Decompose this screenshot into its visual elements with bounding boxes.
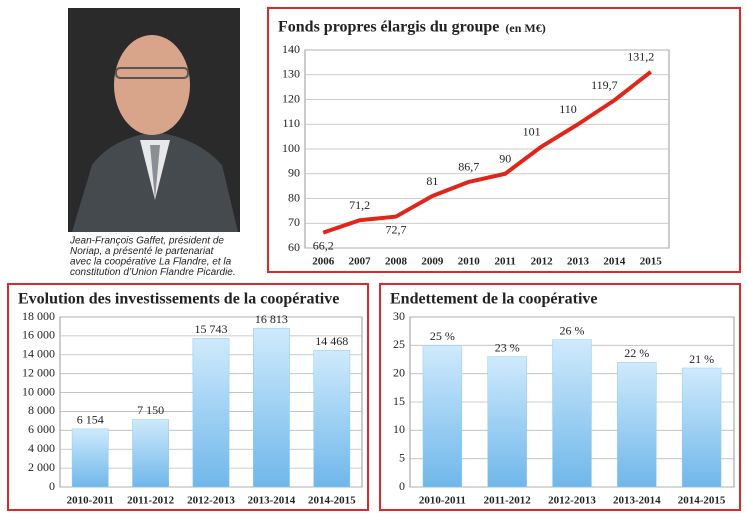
chart-title: Evolution des investissements de la coop… bbox=[18, 291, 339, 308]
y-tick-label: 110 bbox=[282, 116, 300, 130]
y-tick-label: 80 bbox=[288, 190, 300, 204]
chart-frame bbox=[379, 283, 741, 511]
x-tick-label: 2007 bbox=[349, 256, 372, 268]
x-tick-label: 2013 bbox=[567, 256, 590, 268]
data-label: 81 bbox=[426, 174, 438, 188]
y-tick-label: 14 000 bbox=[22, 347, 55, 361]
data-label: 26 % bbox=[560, 323, 585, 337]
chart-title: Fonds propres élargis du groupe bbox=[278, 19, 499, 36]
data-label: 66,2 bbox=[313, 238, 334, 252]
data-label: 131,2 bbox=[627, 50, 654, 64]
data-label: 15 743 bbox=[195, 322, 228, 336]
y-tick-label: 16 000 bbox=[22, 328, 55, 342]
photo-caption: Jean-François Gaffet, président deNoriap… bbox=[69, 236, 236, 279]
x-tick-label: 2011 bbox=[494, 256, 515, 268]
data-label: 119,7 bbox=[591, 78, 618, 92]
y-tick-label: 70 bbox=[288, 215, 300, 229]
bar bbox=[422, 345, 463, 488]
chart-title: Endettement de la coopérative bbox=[390, 291, 598, 308]
y-tick-label: 6 000 bbox=[28, 422, 55, 436]
bar bbox=[253, 327, 290, 488]
data-label: 101 bbox=[523, 124, 541, 138]
y-tick-label: 130 bbox=[282, 67, 300, 81]
x-tick-label: 2015 bbox=[640, 256, 663, 268]
caption-line: Jean-François Gaffet, président de bbox=[69, 236, 224, 247]
bar bbox=[313, 350, 351, 488]
caption-line: avec la coopérative La Flandre, et la bbox=[70, 257, 232, 268]
x-tick-label: 2012-2013 bbox=[187, 495, 235, 507]
y-tick-label: 18 000 bbox=[22, 309, 55, 323]
x-tick-label: 2008 bbox=[385, 256, 408, 268]
y-tick-label: 12 000 bbox=[22, 365, 55, 379]
data-label: 14 468 bbox=[315, 334, 348, 348]
x-tick-label: 2012-2013 bbox=[548, 495, 596, 507]
y-tick-label: 60 bbox=[288, 240, 300, 254]
x-tick-label: 2014-2015 bbox=[308, 495, 356, 507]
bar bbox=[192, 338, 230, 488]
bar bbox=[487, 356, 527, 488]
y-tick-label: 0 bbox=[399, 479, 405, 493]
x-tick-label: 2013-2014 bbox=[613, 495, 661, 507]
x-tick-label: 2011-2012 bbox=[127, 495, 175, 507]
caption-line: constitution d’Union Flandre Picardie. bbox=[70, 267, 236, 278]
data-label: 16 813 bbox=[255, 312, 288, 326]
x-tick-label: 2013-2014 bbox=[248, 495, 296, 507]
data-label: 6 154 bbox=[77, 413, 104, 427]
line bbox=[322, 70, 653, 235]
y-tick-label: 8 000 bbox=[28, 403, 55, 417]
x-tick-label: 2012 bbox=[531, 256, 554, 268]
chart-unit: (en M€) bbox=[505, 21, 545, 35]
bar bbox=[552, 339, 592, 488]
x-tick-label: 2006 bbox=[312, 256, 335, 268]
data-label: 21 % bbox=[689, 352, 714, 366]
y-tick-label: 90 bbox=[288, 166, 300, 180]
x-tick-label: 2011-2012 bbox=[484, 495, 532, 507]
data-label: 90 bbox=[499, 152, 511, 166]
x-tick-label: 2009 bbox=[421, 256, 444, 268]
data-label: 110 bbox=[559, 102, 577, 116]
data-label: 25 % bbox=[430, 329, 455, 343]
data-label: 86,7 bbox=[458, 160, 479, 174]
y-tick-label: 0 bbox=[49, 479, 55, 493]
data-label: 71,2 bbox=[349, 198, 370, 212]
y-tick-label: 140 bbox=[282, 42, 300, 56]
data-label: 72,7 bbox=[386, 222, 407, 236]
y-tick-label: 10 bbox=[393, 422, 405, 436]
x-tick-label: 2010-2011 bbox=[67, 495, 114, 507]
x-tick-label: 2014-2015 bbox=[678, 495, 726, 507]
y-tick-label: 30 bbox=[393, 309, 405, 323]
y-tick-label: 25 bbox=[393, 337, 405, 351]
y-tick-label: 10 000 bbox=[22, 384, 55, 398]
x-tick-label: 2010 bbox=[458, 256, 481, 268]
y-tick-label: 100 bbox=[282, 141, 300, 155]
data-label: 7 150 bbox=[137, 403, 164, 417]
data-label: 23 % bbox=[495, 340, 520, 354]
x-tick-label: 2014 bbox=[603, 256, 626, 268]
y-tick-label: 5 bbox=[399, 450, 405, 464]
bar bbox=[132, 419, 169, 488]
x-tick-label: 2010-2011 bbox=[419, 495, 466, 507]
y-tick-label: 15 bbox=[393, 394, 405, 408]
y-tick-label: 20 bbox=[393, 365, 405, 379]
chart-frame bbox=[267, 7, 741, 273]
photo bbox=[68, 8, 240, 232]
y-tick-label: 120 bbox=[282, 91, 300, 105]
chart-frame bbox=[7, 283, 369, 511]
y-tick-label: 2 000 bbox=[28, 460, 55, 474]
data-label: 22 % bbox=[624, 346, 649, 360]
y-tick-label: 4 000 bbox=[28, 441, 55, 455]
bar bbox=[617, 362, 657, 488]
caption-line: Noriap, a présenté le partenariat bbox=[70, 246, 215, 257]
bar bbox=[681, 367, 722, 488]
bar bbox=[71, 428, 109, 488]
